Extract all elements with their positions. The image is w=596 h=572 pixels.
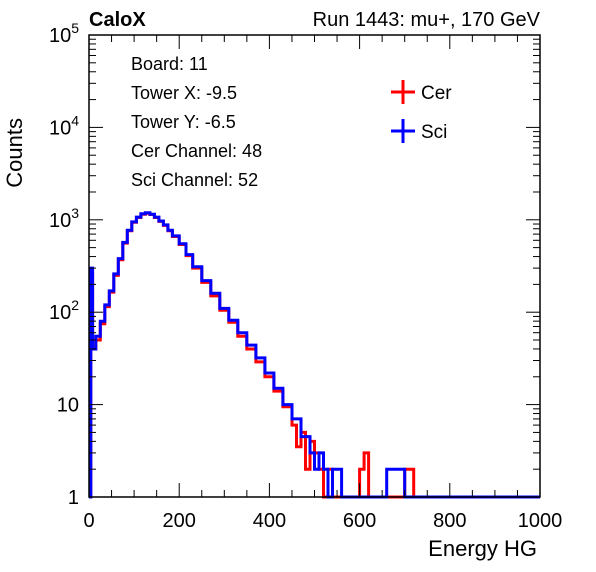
info-tower-x: Tower X: -9.5 [131,83,237,103]
header-left-label: CaloX [89,9,146,31]
legend-entry-cer: Cer [391,80,452,104]
y-axis-title: Counts [2,118,27,188]
y-tick-label: 103 [49,205,79,232]
series-sci-line [89,211,540,499]
x-tick-label: 0 [83,510,94,532]
y-axis-ticks: 1 10 102 103 104 105 [49,20,540,509]
header-right-label: Run 1443: mu+, 170 GeV [313,9,541,31]
legend-sci-label: Sci [421,122,447,143]
x-tick-label: 600 [343,510,376,532]
x-axis-title: Energy HG [428,536,537,561]
y-tick-label: 10 [57,395,79,417]
x-tick-label: 200 [163,510,196,532]
x-tick-label: 800 [433,510,466,532]
info-tower-y: Tower Y: -6.5 [131,112,236,132]
info-board: Board: 11 [131,54,208,74]
x-tick-label: 400 [253,510,286,532]
y-tick-label: 102 [49,297,79,324]
y-tick-label: 105 [49,20,79,47]
info-sci-channel: Sci Channel: 52 [131,170,258,190]
legend-cer-label: Cer [421,83,452,104]
y-tick-label: 1 [68,487,79,509]
x-axis-ticks: 0 200 400 600 800 1000 [83,35,562,532]
info-box: Board: 11 Tower X: -9.5 Tower Y: -6.5 Ce… [131,54,262,190]
y-tick-label: 104 [49,112,79,139]
legend-entry-sci: Sci [391,119,447,143]
info-cer-channel: Cer Channel: 48 [131,141,262,161]
legend: Cer Sci [391,80,452,143]
x-tick-label: 1000 [518,510,563,532]
